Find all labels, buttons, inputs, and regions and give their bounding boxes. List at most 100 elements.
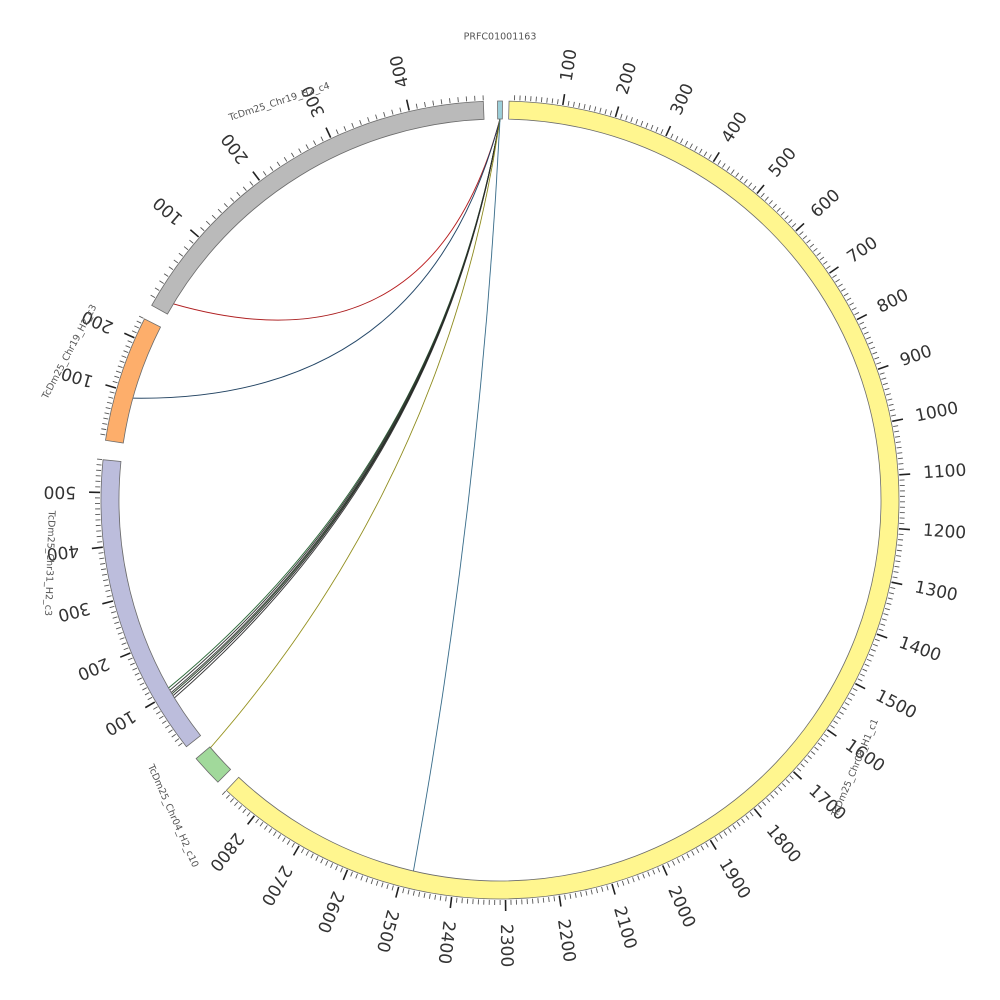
ideogram-chr19c4	[151, 100, 485, 315]
minor-tick	[897, 544, 903, 546]
minor-tick	[637, 875, 640, 881]
minor-tick	[283, 157, 288, 162]
links-layer	[132, 118, 501, 872]
minor-tick	[647, 871, 651, 877]
link-outline	[174, 118, 501, 699]
major-tick	[892, 418, 904, 423]
minor-tick	[878, 628, 884, 632]
minor-tick	[439, 895, 442, 901]
minor-tick	[119, 637, 125, 640]
tick-label: 1400	[896, 633, 943, 666]
tick-label: 700	[844, 233, 882, 268]
minor-tick	[863, 331, 869, 335]
minor-tick	[642, 873, 645, 879]
major-tick	[611, 883, 616, 895]
minor-tick	[866, 336, 871, 340]
tick-label: 200	[218, 129, 253, 167]
minor-tick	[728, 828, 732, 833]
minor-tick	[115, 626, 121, 630]
minor-tick	[365, 877, 369, 883]
tick-label: 2600	[313, 888, 348, 936]
minor-tick	[881, 618, 887, 621]
minor-tick	[259, 821, 264, 827]
minor-tick	[153, 706, 158, 710]
minor-tick	[585, 890, 588, 896]
minor-tick	[106, 595, 112, 598]
minor-tick	[286, 840, 291, 845]
minor-tick	[732, 824, 737, 830]
minor-tick	[112, 616, 118, 619]
minor-tick	[730, 169, 735, 174]
minor-tick	[100, 433, 106, 436]
minor-tick	[770, 794, 775, 799]
minor-tick	[109, 391, 115, 394]
minor-tick	[880, 623, 886, 626]
minor-tick	[896, 446, 902, 449]
minor-tick	[343, 126, 347, 132]
minor-tick	[844, 702, 850, 706]
minor-tick	[264, 825, 268, 830]
minor-tick	[762, 801, 767, 806]
minor-tick	[104, 412, 110, 415]
minor-tick	[897, 457, 903, 460]
major-tick	[899, 473, 911, 476]
minor-tick	[809, 243, 815, 248]
minor-tick	[840, 288, 846, 292]
minor-tick	[796, 767, 802, 772]
minor-tick	[594, 106, 597, 112]
minor-tick	[838, 283, 843, 288]
minor-tick	[381, 882, 384, 888]
sequence-label-chr04: TcDm25_Chr04_H2_c10	[145, 762, 201, 869]
minor-tick	[154, 287, 160, 291]
minor-tick	[291, 842, 295, 848]
minor-tick	[851, 307, 857, 311]
minor-tick	[320, 858, 324, 864]
minor-tick	[819, 256, 825, 261]
minor-tick	[822, 261, 828, 265]
minor-tick	[893, 571, 899, 573]
minor-tick	[305, 144, 309, 150]
minor-tick	[887, 398, 893, 401]
tick-label: 1200	[922, 521, 967, 544]
minor-tick	[696, 848, 700, 854]
minor-tick	[569, 893, 572, 899]
minor-tick	[843, 292, 849, 297]
link-outline	[132, 118, 501, 399]
minor-tick	[132, 667, 138, 671]
major-tick	[756, 184, 765, 194]
major-tick	[449, 896, 453, 909]
minor-tick	[158, 715, 164, 720]
minor-tick	[881, 377, 887, 380]
minor-tick	[136, 320, 142, 324]
minor-tick	[564, 894, 566, 900]
minor-tick	[567, 100, 570, 106]
minor-tick	[418, 891, 421, 897]
minor-tick	[114, 375, 120, 379]
minor-tick	[108, 396, 114, 399]
minor-tick	[883, 613, 889, 616]
minor-tick	[101, 428, 107, 431]
minor-tick	[760, 192, 765, 198]
minor-tick	[305, 850, 309, 856]
minor-tick	[269, 166, 274, 171]
minor-tick	[872, 643, 878, 647]
minor-tick	[101, 573, 108, 576]
ideogram-layer	[100, 100, 900, 900]
minor-tick	[868, 653, 874, 657]
minor-tick	[672, 860, 676, 866]
link-outline	[171, 118, 501, 694]
minor-tick	[807, 755, 812, 760]
major-tick	[854, 682, 866, 690]
minor-tick	[221, 790, 227, 796]
minor-tick	[595, 888, 599, 894]
minor-tick	[386, 883, 389, 889]
minor-tick	[888, 403, 894, 406]
tick-label: 200	[613, 60, 642, 97]
minor-tick	[300, 848, 305, 854]
tick-label: 1900	[714, 855, 754, 902]
minor-tick	[872, 351, 878, 355]
tick-label: 900	[897, 341, 934, 371]
minor-tick	[242, 186, 247, 191]
minor-tick	[542, 897, 545, 903]
minor-tick	[625, 115, 628, 121]
